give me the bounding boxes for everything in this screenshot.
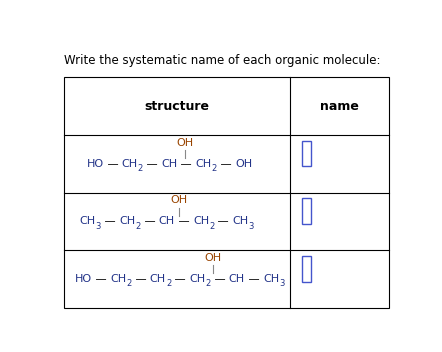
- Text: CH: CH: [189, 274, 206, 284]
- Bar: [302, 256, 312, 282]
- Text: CH: CH: [80, 216, 96, 226]
- Text: 2: 2: [212, 164, 217, 173]
- Text: CH: CH: [232, 216, 249, 226]
- Text: CH: CH: [150, 274, 166, 284]
- Text: 2: 2: [135, 222, 141, 231]
- Text: Write the systematic name of each organic molecule:: Write the systematic name of each organi…: [64, 55, 380, 68]
- Text: —: —: [177, 159, 195, 169]
- Text: OH: OH: [176, 138, 194, 148]
- Text: 2: 2: [209, 222, 214, 231]
- Text: —: —: [141, 216, 159, 226]
- Bar: [302, 141, 312, 166]
- Text: OH: OH: [171, 195, 188, 205]
- Text: —: —: [92, 274, 110, 284]
- Text: 2: 2: [206, 279, 211, 288]
- Text: —: —: [143, 159, 161, 169]
- Text: —: —: [171, 274, 189, 284]
- Text: HO: HO: [87, 159, 103, 169]
- Text: 3: 3: [279, 279, 285, 288]
- Text: CH: CH: [110, 274, 126, 284]
- Text: CH: CH: [193, 216, 209, 226]
- Text: 2: 2: [126, 279, 132, 288]
- Text: —: —: [103, 159, 122, 169]
- Text: CH: CH: [159, 216, 175, 226]
- Text: CH: CH: [229, 274, 245, 284]
- Text: —: —: [132, 274, 150, 284]
- Text: 3: 3: [249, 222, 254, 231]
- Text: 2: 2: [138, 164, 143, 173]
- Bar: [302, 198, 312, 224]
- Text: HO: HO: [75, 274, 92, 284]
- Text: CH: CH: [263, 274, 279, 284]
- Bar: [64, 77, 389, 308]
- Text: —: —: [217, 159, 235, 169]
- Text: CH: CH: [161, 159, 177, 169]
- Text: OH: OH: [205, 253, 221, 263]
- Text: CH: CH: [119, 216, 135, 226]
- Text: —: —: [175, 216, 193, 226]
- Text: CH: CH: [195, 159, 212, 169]
- Text: OH: OH: [235, 159, 252, 169]
- Text: 3: 3: [96, 222, 101, 231]
- Text: —: —: [245, 274, 263, 284]
- Text: —: —: [211, 274, 229, 284]
- Text: 2: 2: [166, 279, 171, 288]
- Text: structure: structure: [145, 100, 210, 113]
- Text: CH: CH: [122, 159, 138, 169]
- Text: name: name: [320, 100, 359, 113]
- Text: —: —: [214, 216, 232, 226]
- Text: —: —: [101, 216, 119, 226]
